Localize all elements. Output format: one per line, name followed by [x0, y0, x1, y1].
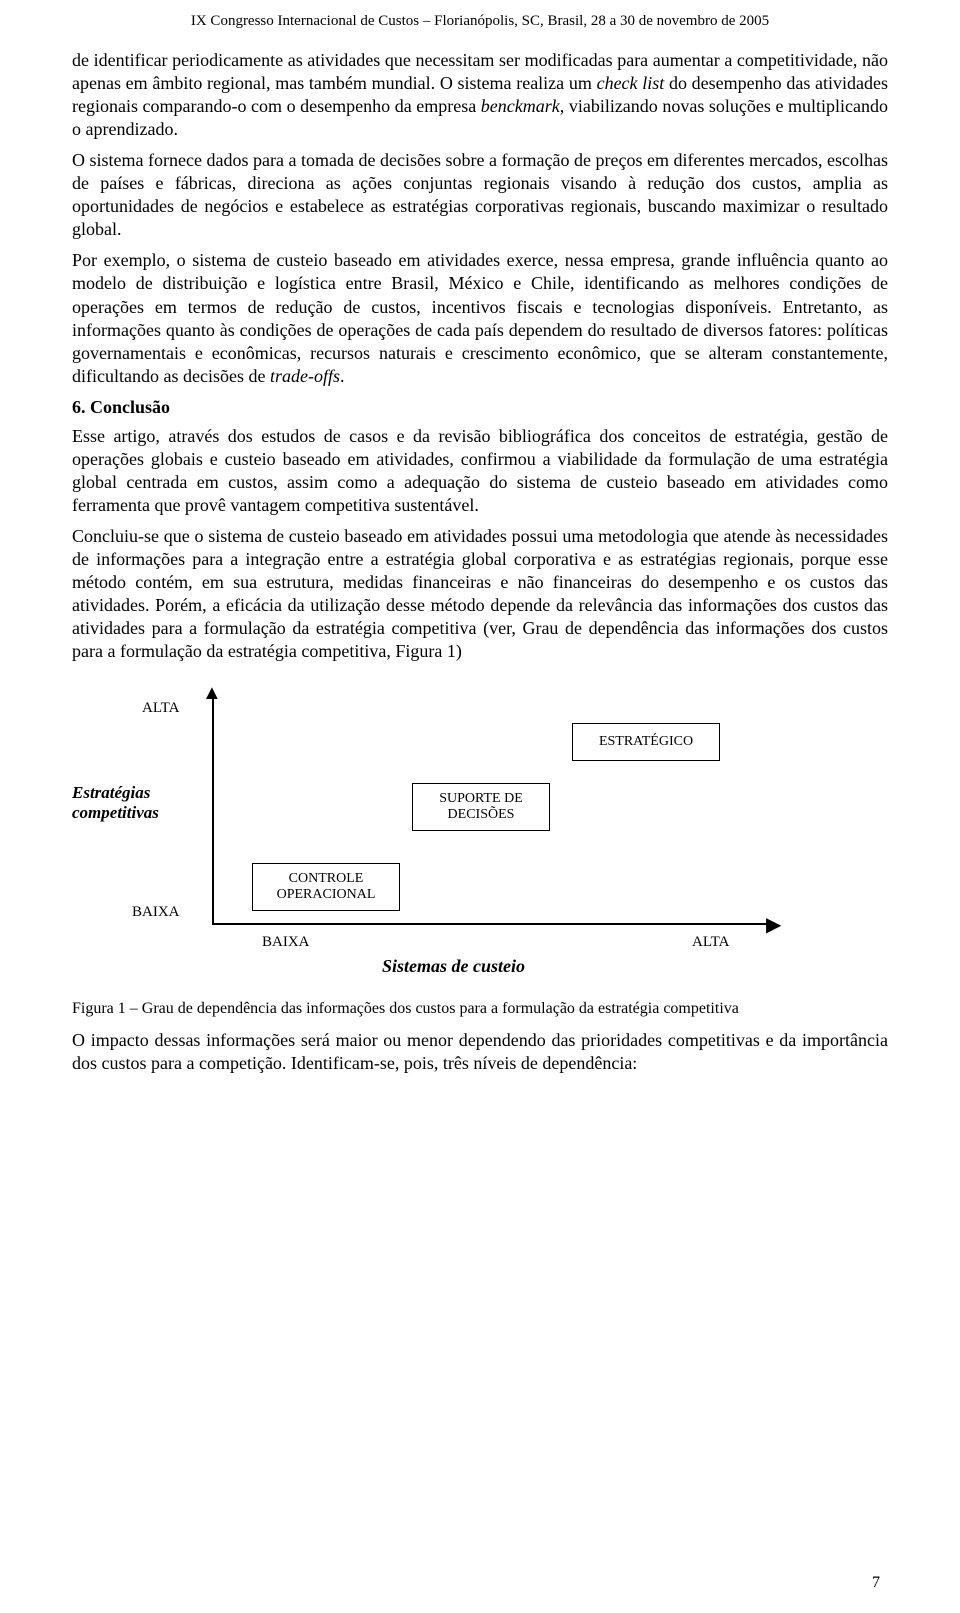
- x-axis: [212, 923, 772, 925]
- conclusion-paragraph-2: Concluiu-se que o sistema de custeio bas…: [72, 525, 888, 663]
- box-control-label-line1: CONTROLE: [289, 871, 364, 887]
- figure-1-diagram: ▲ ▶ ALTA BAIXA Estratégias competitivas …: [102, 693, 822, 993]
- conclusion-paragraph-1: Esse artigo, através dos estudos de caso…: [72, 425, 888, 517]
- y-axis-arrow-icon: ▲: [202, 681, 222, 707]
- box-support: SUPORTE DE DECISÕES: [412, 783, 550, 831]
- y-axis-title-line1: Estratégias: [72, 783, 150, 802]
- y-axis-label-high: ALTA: [142, 699, 179, 718]
- x-axis-label-high: ALTA: [692, 933, 729, 952]
- box-support-label-line1: SUPORTE DE: [439, 791, 523, 807]
- y-axis-label-low: BAIXA: [132, 903, 180, 922]
- paragraph-1b-italic: check list: [597, 73, 665, 93]
- x-axis-label-low: BAIXA: [262, 933, 310, 952]
- paragraph-3: Por exemplo, o sistema de custeio basead…: [72, 249, 888, 387]
- page-container: IX Congresso Internacional de Custos – F…: [0, 0, 960, 1613]
- box-strategic-label: ESTRATÉGICO: [599, 734, 693, 750]
- box-control-label-line2: OPERACIONAL: [277, 887, 376, 903]
- x-axis-arrow-icon: ▶: [766, 913, 781, 939]
- running-header: IX Congresso Internacional de Custos – F…: [72, 12, 888, 31]
- y-axis-title: Estratégias competitivas: [72, 783, 202, 824]
- x-axis-title: Sistemas de custeio: [382, 955, 525, 978]
- paragraph-3c: .: [340, 366, 345, 386]
- section-heading-conclusion: 6. Conclusão: [72, 396, 888, 419]
- box-control: CONTROLE OPERACIONAL: [252, 863, 400, 911]
- y-axis: [212, 693, 214, 923]
- box-strategic: ESTRATÉGICO: [572, 723, 720, 761]
- page-number: 7: [872, 1573, 880, 1593]
- y-axis-title-line2: competitivas: [72, 803, 159, 822]
- box-support-label-line2: DECISÕES: [448, 807, 515, 823]
- paragraph-2: O sistema fornece dados para a tomada de…: [72, 149, 888, 241]
- paragraph-3a: Por exemplo, o sistema de custeio basead…: [72, 250, 888, 385]
- closing-paragraph: O impacto dessas informações será maior …: [72, 1029, 888, 1075]
- figure-1-caption: Figura 1 – Grau de dependência das infor…: [72, 999, 888, 1019]
- paragraph-1: de identificar periodicamente as ativida…: [72, 49, 888, 141]
- paragraph-3b-italic: trade-offs: [270, 366, 340, 386]
- paragraph-1d-italic: benckmark: [481, 96, 560, 116]
